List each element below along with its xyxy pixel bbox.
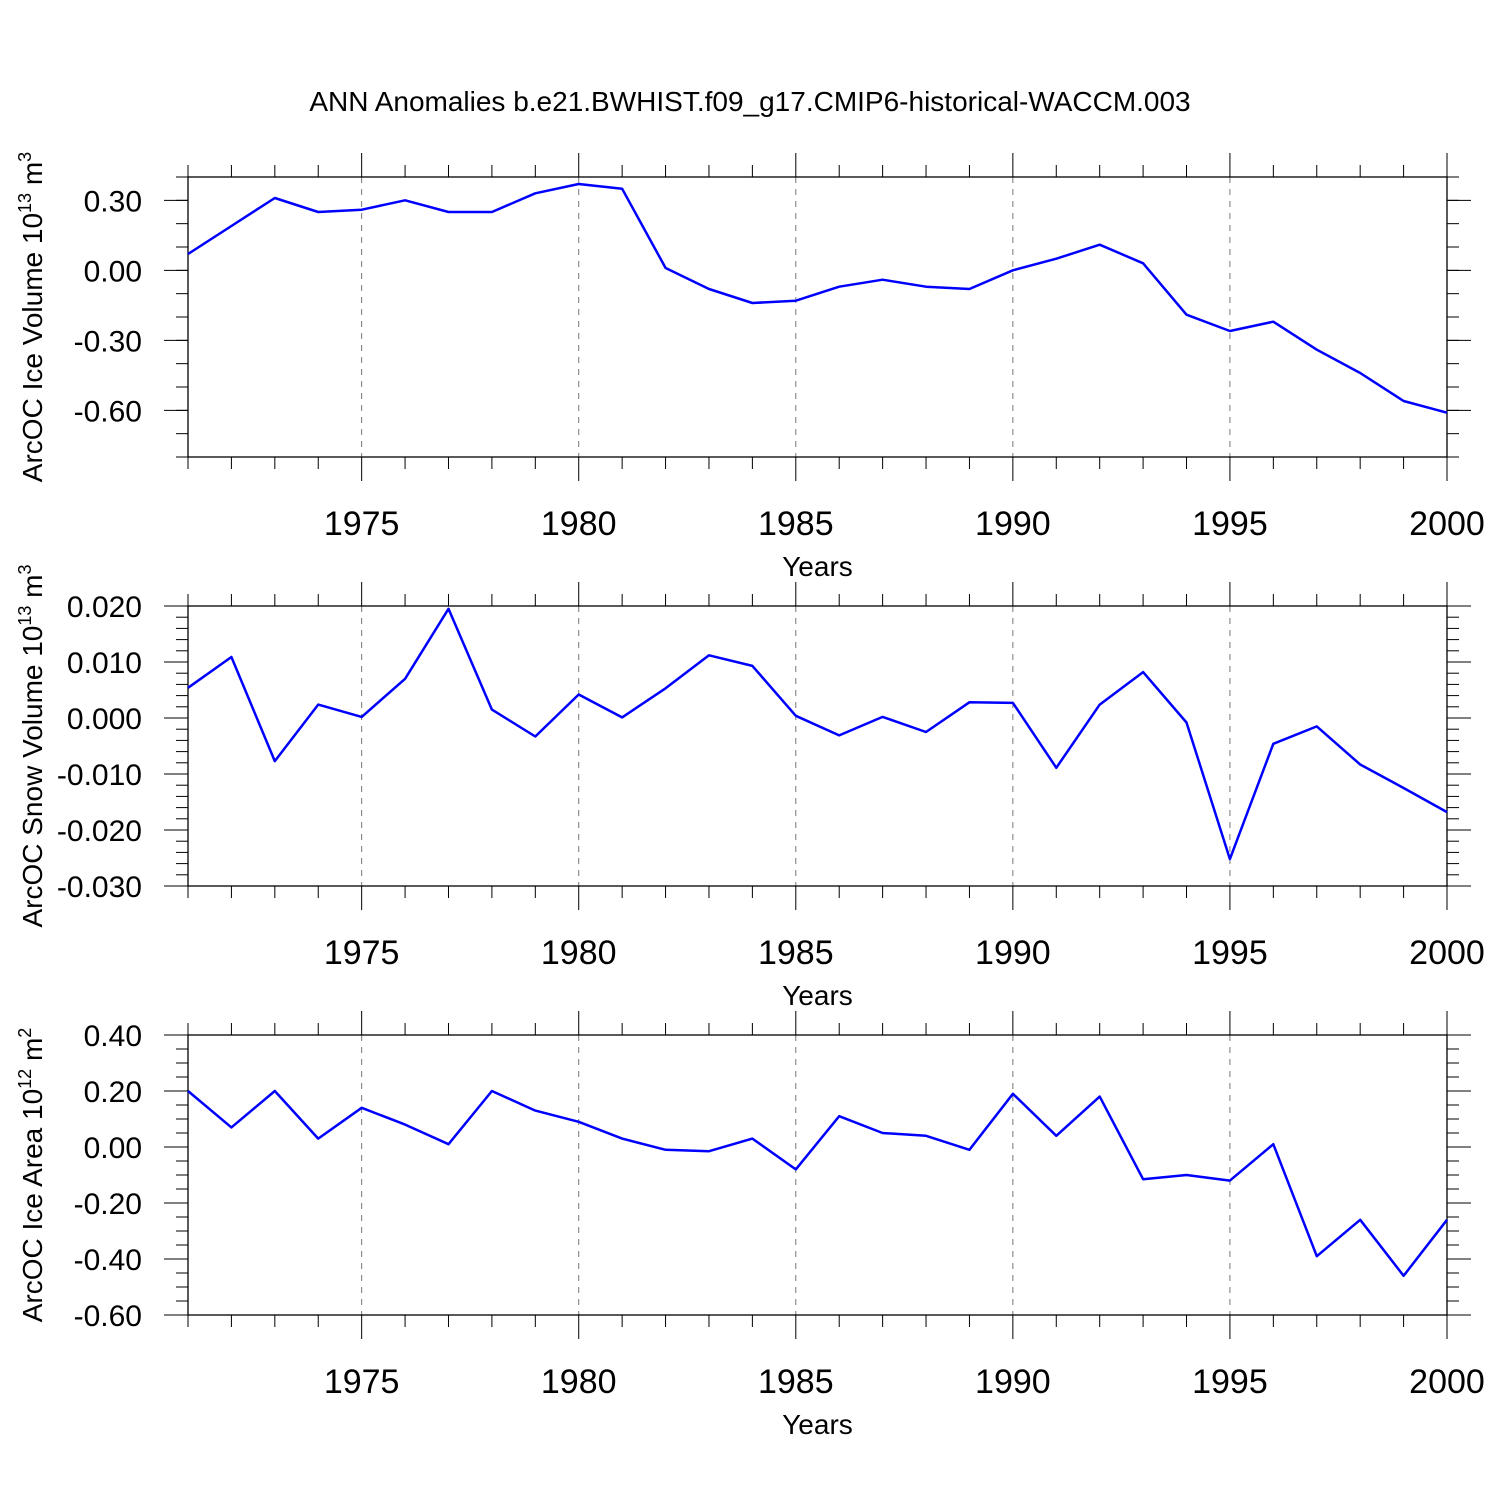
ice-volume-plot-frame — [187, 176, 1448, 458]
snow-volume-xtick-label: 1990 — [975, 934, 1051, 972]
ice-volume-x-axis-title: Years — [782, 551, 853, 582]
ice-volume-xtick-label: 1985 — [758, 505, 834, 543]
ice-area-xtick-label: 1995 — [1192, 1363, 1268, 1401]
snow-volume-xtick-label: 1980 — [541, 934, 617, 972]
snow-volume-xtick-label: 1975 — [324, 934, 400, 972]
snow-volume-plot-frame — [187, 605, 1448, 887]
snow-volume-xtick-label: 1995 — [1192, 934, 1268, 972]
ice-area-ytick-label: 0.00 — [84, 1132, 142, 1165]
ice-volume-ytick-label: 0.30 — [84, 185, 142, 218]
ice-volume-ytick-label: 0.00 — [84, 255, 142, 288]
ice-volume-ytick-label: -0.30 — [74, 325, 142, 358]
ice-area-xtick-label: 1975 — [324, 1363, 400, 1401]
snow-volume-panel: 0.020 0.010 0.000 -0.010 -0.020 -0.030 1975 198… — [15, 564, 1485, 1011]
ice-area-ytick-label: 0.40 — [84, 1020, 142, 1053]
ice-volume-panel: 0.30 0.00 -0.30 -0.60 1975 1980 1985 1990 1995 20… — [15, 152, 1485, 582]
ice-area-xtick-label: 2000 — [1409, 1363, 1485, 1401]
snow-volume-ytick-label: -0.020 — [57, 815, 142, 848]
ice-area-xtick-label: 1990 — [975, 1363, 1051, 1401]
snow-volume-xtick-label: 1985 — [758, 934, 834, 972]
ice-area-series-line — [187, 1089, 1448, 1278]
snow-volume-ytick-label: 0.000 — [67, 703, 142, 736]
ice-volume-xtick-label: 2000 — [1409, 505, 1485, 543]
snow-volume-series-line — [187, 607, 1448, 861]
ice-area-x-axis-title: Years — [782, 1409, 853, 1440]
ice-volume-ytick-label: -0.60 — [74, 395, 142, 428]
chart-title: ANN Anomalies b.e21.BWHIST.f09_g17.CMIP6… — [309, 86, 1190, 117]
ice-volume-series-line — [187, 182, 1448, 414]
snow-volume-xtick-label: 2000 — [1409, 934, 1485, 972]
ice-volume-xtick-label: 1995 — [1192, 505, 1268, 543]
snow-volume-y-axis-title: ArcOC Snow Volume 1013 m3 — [15, 564, 48, 927]
ice-area-plot-frame — [187, 1034, 1448, 1316]
snow-volume-x-axis-title: Years — [782, 980, 853, 1011]
ice-area-y-axis-title: ArcOC Ice Area 1012 m2 — [15, 1028, 48, 1323]
ice-area-ytick-label: 0.20 — [84, 1076, 142, 1109]
snow-volume-ytick-label: -0.010 — [57, 759, 142, 792]
ice-volume-xtick-label: 1975 — [324, 505, 400, 543]
snow-volume-ytick-label: -0.030 — [57, 871, 142, 904]
ice-area-xtick-label: 1980 — [541, 1363, 617, 1401]
ice-area-ytick-label: -0.20 — [74, 1188, 142, 1221]
snow-volume-ytick-label: 0.020 — [67, 591, 142, 624]
ice-area-ytick-label: -0.60 — [74, 1300, 142, 1333]
snow-volume-ytick-label: 0.010 — [67, 647, 142, 680]
ice-area-panel: 0.40 0.20 0.00 -0.20 -0.40 -0.60 1975 1980 1985 1… — [15, 1011, 1485, 1440]
ice-volume-xtick-label: 1990 — [975, 505, 1051, 543]
ice-area-xtick-label: 1985 — [758, 1363, 834, 1401]
ice-area-ytick-label: -0.40 — [74, 1244, 142, 1277]
ice-volume-y-axis-title: ArcOC Ice Volume 1013 m3 — [15, 152, 48, 482]
ice-volume-xtick-label: 1980 — [541, 505, 617, 543]
